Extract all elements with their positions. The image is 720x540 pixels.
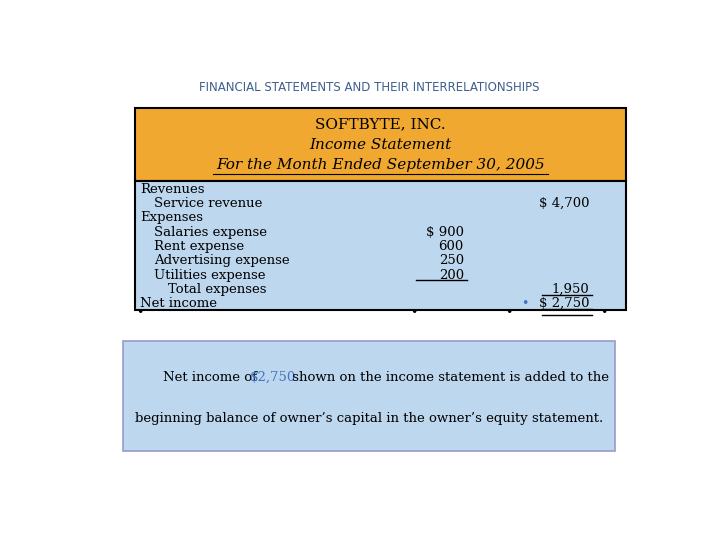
Text: Expenses: Expenses [140, 211, 203, 224]
Text: $ 2,750: $ 2,750 [539, 297, 590, 310]
Text: Rent expense: Rent expense [154, 240, 244, 253]
FancyBboxPatch shape [135, 181, 626, 310]
Text: Net income of: Net income of [163, 371, 261, 384]
Text: •: • [410, 306, 418, 319]
FancyBboxPatch shape [135, 109, 626, 181]
Text: Net income: Net income [140, 297, 217, 310]
Text: Income Statement: Income Statement [309, 138, 451, 152]
Text: •: • [521, 297, 529, 310]
Text: Utilities expense: Utilities expense [154, 268, 266, 281]
Text: Total expenses: Total expenses [168, 283, 266, 296]
Text: $ 900: $ 900 [426, 226, 464, 239]
Text: 600: 600 [438, 240, 464, 253]
Text: 200: 200 [438, 268, 464, 281]
Text: SOFTBYTE, INC.: SOFTBYTE, INC. [315, 118, 446, 131]
Text: 1,950: 1,950 [552, 283, 590, 296]
Text: beginning balance of owner’s capital in the owner’s equity statement.: beginning balance of owner’s capital in … [135, 412, 603, 425]
Text: Advertising expense: Advertising expense [154, 254, 289, 267]
FancyBboxPatch shape [124, 341, 615, 451]
Text: $2,750: $2,750 [251, 371, 297, 384]
Text: •: • [600, 306, 607, 319]
Text: shown on the income statement is added to the: shown on the income statement is added t… [288, 371, 608, 384]
Text: •: • [505, 306, 512, 319]
Text: FINANCIAL STATEMENTS AND THEIR INTERRELATIONSHIPS: FINANCIAL STATEMENTS AND THEIR INTERRELA… [199, 81, 539, 94]
Text: For the Month Ended September 30, 2005: For the Month Ended September 30, 2005 [216, 158, 544, 172]
Text: 250: 250 [438, 254, 464, 267]
Text: •: • [137, 306, 144, 319]
Text: Service revenue: Service revenue [154, 197, 263, 210]
Text: $ 4,700: $ 4,700 [539, 197, 590, 210]
Text: Salaries expense: Salaries expense [154, 226, 267, 239]
Text: Revenues: Revenues [140, 183, 204, 195]
